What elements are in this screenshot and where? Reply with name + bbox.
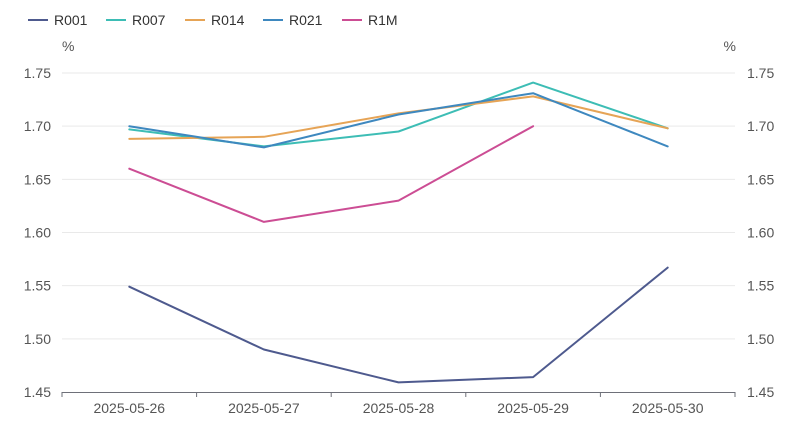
legend-label: R014 [211, 12, 245, 28]
legend-label: R001 [54, 12, 88, 28]
y-tick-label-right: 1.45 [747, 384, 774, 400]
legend-item-r001[interactable]: R001 [28, 12, 88, 28]
y-tick-label-left: 1.55 [24, 278, 51, 294]
legend-item-r021[interactable]: R021 [263, 12, 323, 28]
y-tick-label-right: 1.75 [747, 65, 774, 81]
y-tick-label-right: 1.55 [747, 278, 774, 294]
y-tick-label-right: 1.70 [747, 118, 774, 134]
legend-label: R007 [132, 12, 166, 28]
y-tick-label-right: 1.65 [747, 171, 774, 187]
y-tick-label-left: 1.75 [24, 65, 51, 81]
x-tick-label: 2025-05-30 [632, 400, 704, 416]
y-tick-label-left: 1.60 [24, 225, 51, 241]
x-tick-label: 2025-05-26 [93, 400, 165, 416]
x-tick-label: 2025-05-27 [228, 400, 300, 416]
series-line-r001[interactable] [128, 266, 669, 384]
x-tick-label: 2025-05-29 [497, 400, 569, 416]
y-tick-label-right: 1.60 [747, 225, 774, 241]
y-tick-label-left: 1.45 [24, 384, 51, 400]
legend-label: R1M [368, 12, 398, 28]
y-tick-label-right: 1.50 [747, 331, 774, 347]
legend-item-r1m[interactable]: R1M [342, 12, 398, 28]
legend-item-r014[interactable]: R014 [185, 12, 245, 28]
y-tick-label-left: 1.70 [24, 118, 51, 134]
series-line-r021[interactable] [128, 92, 669, 149]
legend-item-r007[interactable]: R007 [106, 12, 166, 28]
y-axis-label-right: % [724, 38, 736, 54]
series-line-r014[interactable] [128, 95, 669, 140]
series-line-r1m[interactable] [128, 125, 535, 223]
legend[interactable]: R001 R007 R014 R021 R1M [28, 12, 398, 28]
x-tick-label: 2025-05-28 [363, 400, 435, 416]
axes: 1.45 1.45 1.50 1.50 1.55 1.55 1.60 1.60 1.65 1.65… [24, 38, 775, 416]
y-tick-label-left: 1.65 [24, 171, 51, 187]
y-tick-label-left: 1.50 [24, 331, 51, 347]
grid-lines [62, 72, 735, 340]
legend-label: R021 [289, 12, 323, 28]
y-axis-label-left: % [62, 38, 74, 54]
series-lines [128, 81, 669, 384]
